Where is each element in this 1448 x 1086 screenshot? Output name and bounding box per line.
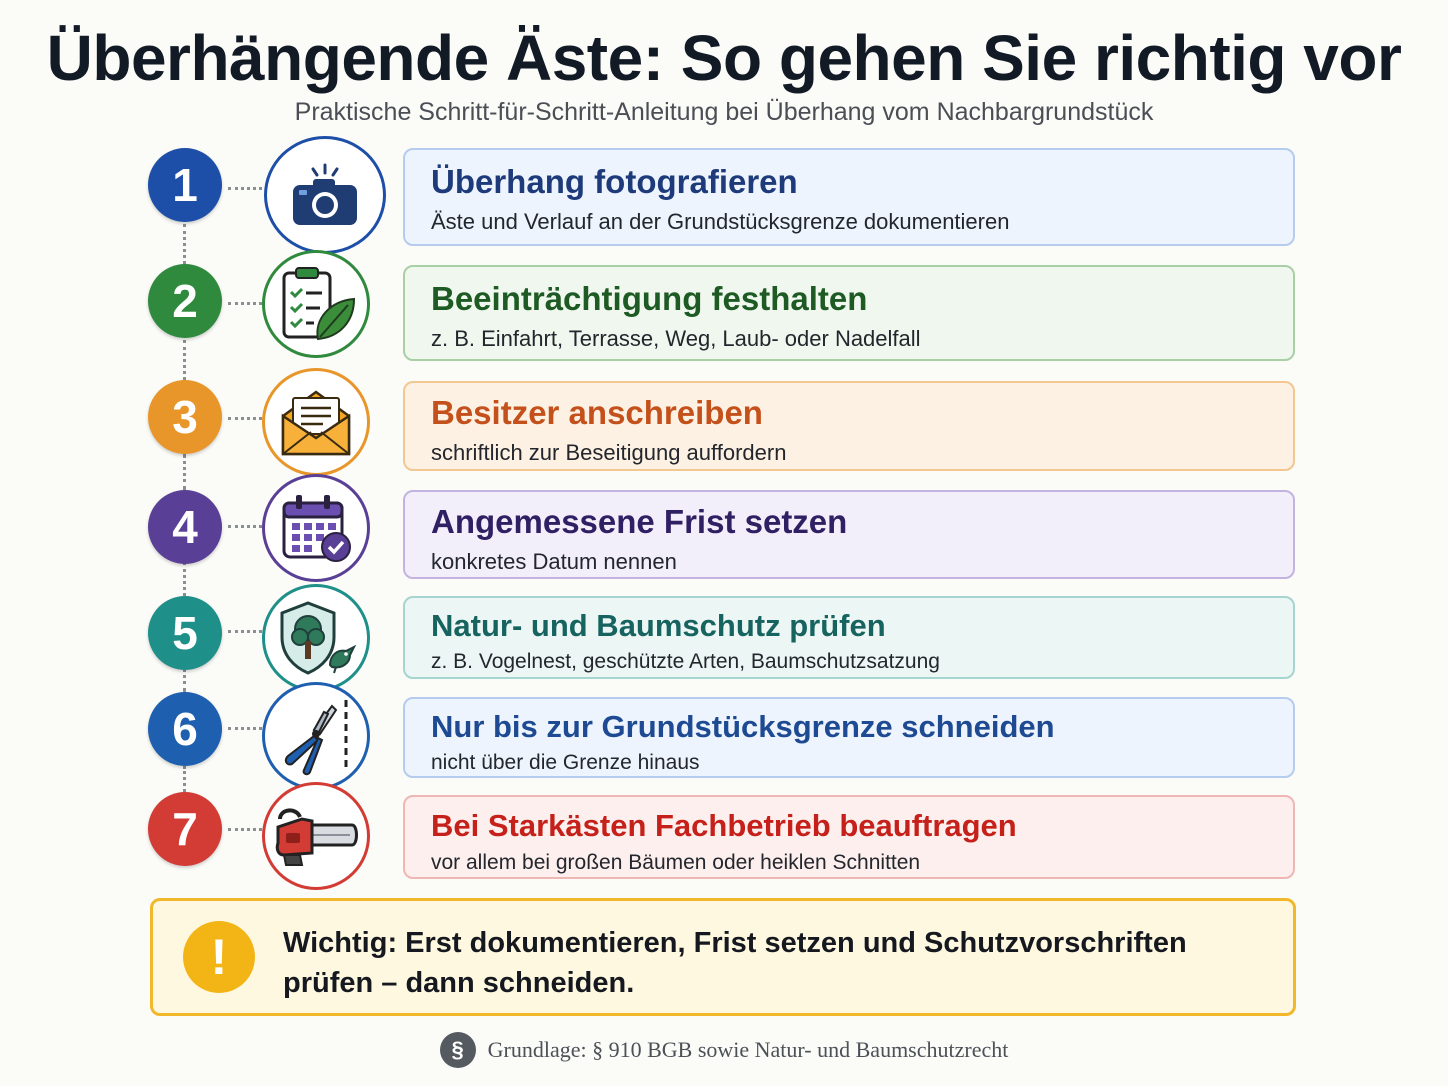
step-number: 5 (148, 596, 222, 670)
important-note-text: Wichtig: Erst dokumentieren, Frist setze… (283, 927, 1187, 999)
legal-basis-text: Grundlage: § 910 BGB sowie Natur- und Ba… (487, 1037, 1009, 1062)
step-card: Überhang fotografieren Äste und Verlauf … (403, 148, 1295, 246)
connector (183, 340, 186, 380)
connector (228, 828, 262, 831)
step-description: z. B. Einfahrt, Terrasse, Weg, Laub- ode… (431, 326, 921, 351)
step-card: Besitzer anschreiben schriftlich zur Bes… (403, 381, 1295, 471)
camera-icon (293, 163, 357, 225)
shield-tree-bird-icon (280, 601, 357, 675)
step-title: Angemessene Frist setzen (431, 503, 848, 540)
step-icon-circle (262, 782, 370, 890)
step-card: Bei Starkästen Fachbetrieb beauftragen v… (403, 795, 1295, 879)
legal-basis-footer: § Grundlage: § 910 BGB sowie Natur- und … (0, 1030, 1448, 1070)
step-icon-circle (262, 474, 370, 582)
step-icon-circle (262, 584, 370, 692)
step-icon-circle (262, 368, 370, 476)
step-icon-circle (262, 682, 370, 790)
connector (228, 187, 262, 190)
pruning-shears-icon (284, 700, 348, 776)
connector (183, 668, 186, 692)
calendar-check-icon (282, 495, 351, 562)
step-description: vor allem bei großen Bäumen oder heiklen… (431, 851, 921, 874)
important-note-box: ! Wichtig: Erst dokumentieren, Frist set… (150, 898, 1296, 1016)
page-subtitle: Praktische Schritt-für-Schritt-Anleitung… (294, 98, 1154, 126)
step-title: Beeinträchtigung festhalten (431, 280, 868, 317)
step-card: Angemessene Frist setzen konkretes Datum… (403, 490, 1295, 579)
step-number: 6 (148, 692, 222, 766)
step-number: 4 (148, 490, 222, 564)
step-title: Überhang fotografieren (431, 163, 798, 200)
step-number: 3 (148, 380, 222, 454)
step-description: z. B. Vogelnest, geschützte Arten, Baums… (431, 650, 940, 673)
step-card: Natur- und Baumschutz prüfen z. B. Vogel… (403, 596, 1295, 679)
step-card: Nur bis zur Grundstücksgrenze schneiden … (403, 697, 1295, 778)
step-description: nicht über die Grenze hinaus (431, 751, 700, 774)
step-title: Besitzer anschreiben (431, 394, 763, 431)
step-description: konkretes Datum nennen (431, 549, 677, 574)
paragraph-icon: § (439, 1032, 476, 1068)
connector (183, 562, 186, 596)
step-card: Beeinträchtigung festhalten z. B. Einfah… (403, 265, 1295, 361)
chainsaw-icon (275, 808, 358, 866)
clipboard-leaf-icon (282, 267, 356, 341)
step-description: Äste und Verlauf an der Grundstücksgrenz… (431, 209, 1010, 234)
connector (228, 727, 262, 730)
step-number: 7 (148, 792, 222, 866)
step-title: Nur bis zur Grundstücksgrenze schneiden (431, 709, 1055, 744)
connector (228, 630, 262, 633)
connector (183, 766, 186, 792)
page-title: Überhängende Äste: So gehen Sie richtig … (46, 22, 1402, 94)
connector (228, 417, 262, 420)
envelope-letter-icon (281, 390, 351, 456)
step-title: Bei Starkästen Fachbetrieb beauftragen (431, 808, 1017, 843)
connector (183, 454, 186, 490)
step-icon-circle (264, 136, 386, 254)
step-description: schriftlich zur Beseitigung auffordern (431, 440, 787, 465)
connector (228, 302, 262, 305)
step-number: 2 (148, 264, 222, 338)
connector (228, 525, 262, 528)
exclamation-icon: ! (183, 921, 255, 993)
connector (183, 224, 186, 264)
step-icon-circle (262, 250, 370, 358)
step-title: Natur- und Baumschutz prüfen (431, 608, 886, 643)
step-number: 1 (148, 148, 222, 222)
